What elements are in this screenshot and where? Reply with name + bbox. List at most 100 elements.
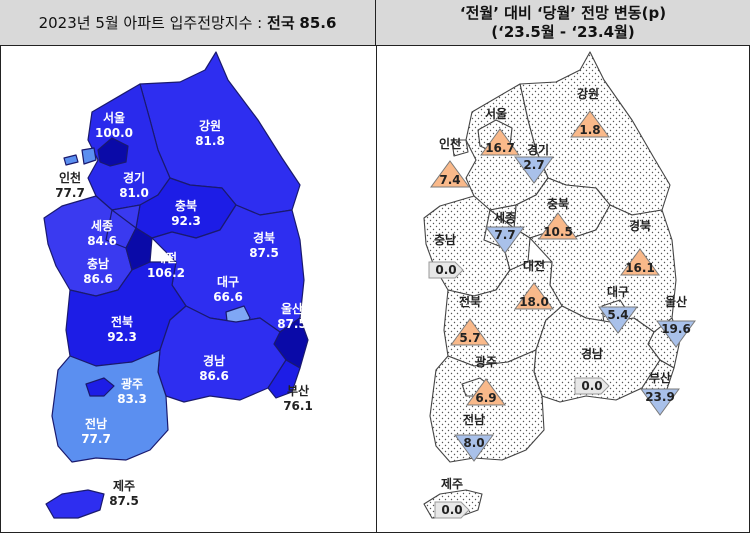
change-marker-daegu-down <box>598 306 638 334</box>
label-gyeonggi-value: 81.0 <box>119 186 149 200</box>
change-label-incheon-value: 7.4 <box>439 173 460 187</box>
label-jeonnam-name: 전남 <box>85 416 107 431</box>
change-label-chungbuk-value: 10.5 <box>543 225 573 239</box>
region-gyeongnam <box>157 305 287 403</box>
region-gyeongnam-outline <box>533 305 661 403</box>
region-incheon-outline <box>451 139 469 157</box>
label-jeju-name: 제주 <box>113 479 135 493</box>
right-panel-title-line1: ‘전월’ 대비 ‘당월’ 전망 변동(p) <box>459 3 667 22</box>
change-label-seoul-name: 서울 <box>485 106 507 121</box>
change-label-chungnam-name: 충남 <box>434 232 456 247</box>
change-label-gangwon-name: 강원 <box>577 87 599 101</box>
label-gyeongbuk-name: 경북 <box>253 231 275 245</box>
change-label-ulsan-name: 울산 <box>665 294 687 309</box>
label-daejeon-value: 106.2 <box>147 266 185 280</box>
label-gangwon-name: 강원 <box>199 119 221 133</box>
label-jeonbuk-name: 전북 <box>111 314 133 329</box>
label-seoul-name: 서울 <box>103 110 125 125</box>
change-markers: 서울 16.7 인천 7.4 경기2.7 강원 1.8 충북 10.5 세종 7.7 충남 0.0 대전 1… <box>428 87 696 519</box>
change-label-gyeongbuk-value: 16.1 <box>625 261 655 275</box>
change-label-daegu-name: 대구 <box>607 285 629 299</box>
change-label-daejeon-name: 대전 <box>523 258 545 273</box>
label-ulsan-name: 울산 <box>281 301 303 316</box>
label-gyeongnam-name: 경남 <box>203 353 225 368</box>
national-label: 전국 <box>267 14 295 32</box>
change-marker-sejong-down <box>485 226 525 254</box>
label-seoul-value: 100.0 <box>95 126 133 140</box>
change-label-daegu-value: 5.4 <box>607 308 628 322</box>
change-label-gyeongnam-name: 경남 <box>581 346 603 361</box>
change-label-incheon-name: 인천 <box>439 136 461 151</box>
label-daegu-name: 대구 <box>217 275 239 289</box>
change-label-gangwon-value: 1.8 <box>579 123 600 137</box>
region-gwangju <box>85 377 115 397</box>
change-marker-busan-down <box>640 388 680 416</box>
change-label-gyeonggi-value: 2.7 <box>523 158 544 172</box>
change-label-ulsan-value: 19.6 <box>661 322 691 336</box>
change-label-sejong-name: 세종 <box>494 210 516 225</box>
change-marker-gyeongnam-flat <box>574 377 610 395</box>
right-change-map: 서울 16.7 인천 7.4 경기2.7 강원 1.8 충북 10.5 세종 7.7 충남 0.0 대전 1… <box>423 51 696 519</box>
change-label-busan-value: 23.9 <box>645 390 675 404</box>
region-jeonnam-outline <box>429 349 545 463</box>
change-label-gwangju-name: 광주 <box>475 354 497 369</box>
change-marker-jeonnam-down <box>454 434 494 462</box>
change-label-gwangju-value: 6.9 <box>475 391 496 405</box>
change-marker-gyeonggi-down <box>514 156 554 184</box>
change-label-jeonnam-value: 8.0 <box>463 436 484 450</box>
change-label-chungbuk-name: 충북 <box>547 196 569 211</box>
label-jeonbuk-value: 92.3 <box>107 330 137 344</box>
label-incheon-value: 77.7 <box>55 186 85 200</box>
change-label-gyeongbuk-name: 경북 <box>629 219 651 233</box>
change-label-jeonbuk-value: 5.7 <box>459 331 480 345</box>
change-label-sejong-value: 7.7 <box>494 228 515 242</box>
change-label-jeju-name: 제주 <box>441 477 463 491</box>
change-marker-seoul-up <box>480 128 520 156</box>
label-jeonnam-value: 77.7 <box>81 432 111 446</box>
label-gyeongnam-value: 86.6 <box>199 369 229 383</box>
label-chungnam-value: 86.6 <box>83 272 113 286</box>
label-chungbuk-name: 충북 <box>175 198 197 213</box>
label-gyeonggi-name: 경기 <box>123 170 145 185</box>
label-ulsan-value: 87.5 <box>277 317 307 331</box>
label-sejong-name: 세종 <box>91 218 113 233</box>
label-sejong-value: 84.6 <box>87 234 117 248</box>
right-panel-title-line2: (‘23.5월 - ‘23.4월) <box>491 22 635 41</box>
label-chungbuk-value: 92.3 <box>171 214 201 228</box>
change-marker-chungbuk-up <box>538 212 578 240</box>
change-marker-gyeongbuk-up <box>620 248 660 276</box>
region-jeju <box>45 489 105 519</box>
change-marker-jeju-flat <box>434 501 470 519</box>
change-marker-chungnam-flat <box>428 261 464 279</box>
label-busan-value: 76.1 <box>283 399 313 413</box>
label-jeju-value: 87.5 <box>109 494 139 508</box>
label-gyeongbuk-value: 87.5 <box>249 246 279 260</box>
panel-divider <box>376 46 377 533</box>
region-seoul <box>97 137 129 167</box>
region-incheon <box>81 147 97 165</box>
change-marker-daejeon-up <box>514 282 554 310</box>
change-label-daejeon-value: 18.0 <box>519 295 549 309</box>
label-gwangju-value: 83.3 <box>117 392 147 406</box>
change-label-jeonnam-name: 전남 <box>463 412 485 427</box>
change-marker-incheon-up <box>430 160 470 188</box>
region-busan <box>267 359 301 399</box>
label-gangwon-value: 81.8 <box>195 134 225 148</box>
change-label-chungnam-value: 0.0 <box>435 263 456 277</box>
change-label-gyeonggi-name: 경기 <box>527 142 549 157</box>
change-label-jeonbuk-name: 전북 <box>459 294 481 309</box>
change-label-seoul-value: 16.7 <box>485 141 515 155</box>
title-prefix: 2023년 5월 아파트 입주전망지수 : <box>38 14 263 32</box>
change-marker-jeonbuk-up <box>450 318 490 346</box>
change-marker-gwangju-up <box>466 378 506 406</box>
change-marker-ulsan-down <box>656 320 696 348</box>
left-panel-header: 2023년 5월 아파트 입주전망지수 : 전국 85.6 <box>0 0 376 46</box>
label-gwangju-name: 광주 <box>121 376 143 391</box>
right-panel-header: ‘전월’ 대비 ‘당월’ 전망 변동(p) (‘23.5월 - ‘23.4월) <box>376 0 750 46</box>
region-incheon-island <box>63 154 79 166</box>
label-chungnam-name: 충남 <box>87 256 109 271</box>
national-value: 85.6 <box>299 14 337 32</box>
change-marker-gangwon-up <box>570 110 610 138</box>
region-jeonnam <box>51 349 169 463</box>
change-label-jeju-value: 0.0 <box>441 503 462 517</box>
